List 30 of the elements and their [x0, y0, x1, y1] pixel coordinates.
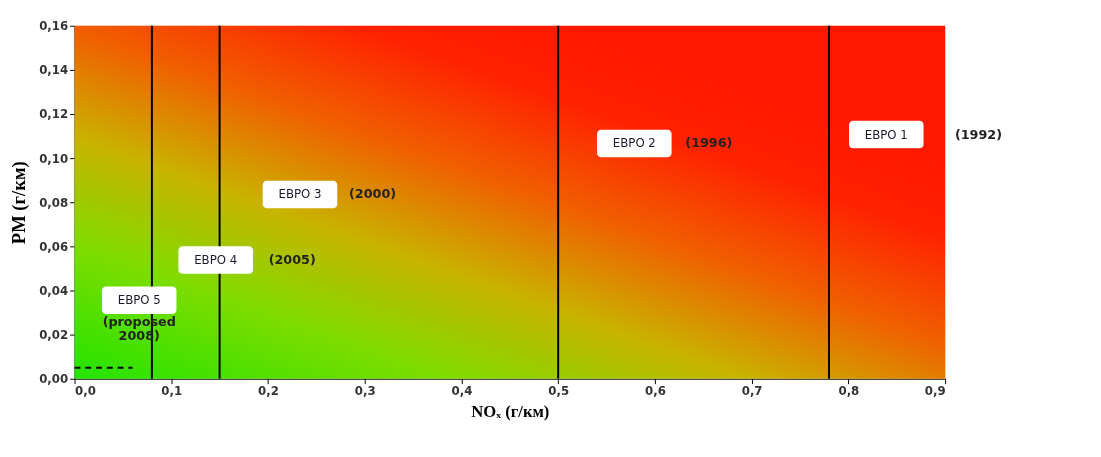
annotation: ЕВРО 5 [117, 293, 161, 308]
y-tick-label: 0,16 [39, 19, 69, 34]
x-tick-label: 0,3 [354, 383, 376, 398]
y-axis-title: PM (г/км) [8, 161, 31, 245]
annotation: (1996) [685, 135, 733, 151]
annotation: (2005) [268, 252, 316, 268]
y-tick-label: 0,08 [39, 195, 69, 210]
y-tick-label: 0,12 [39, 107, 69, 122]
x-tick-label: 0,7 [741, 383, 763, 398]
x-tick-label: 0,5 [548, 383, 570, 398]
annotation: ЕВРО 2 [612, 136, 656, 151]
x-tick-label: 0,8 [838, 383, 860, 398]
annotation: (2000) [349, 186, 397, 202]
annotation: ЕВРО 3 [278, 187, 322, 202]
y-tick-label: 0,02 [39, 328, 69, 343]
x-axis-title: NOₓ (г/км) [471, 402, 550, 422]
y-tick-label: 0,00 [39, 372, 69, 387]
x-tick-label: 0,0 [75, 383, 96, 398]
x-tick-label: 0,1 [161, 383, 183, 398]
x-tick-label: 0,4 [451, 383, 473, 398]
y-tick-label: 0,04 [39, 283, 69, 298]
annotation: ЕВРО 1 [864, 127, 908, 142]
y-tick-label: 0,10 [39, 151, 69, 166]
x-tick-label: 0,6 [644, 383, 666, 398]
x-tick-label: 0,2 [258, 383, 279, 398]
y-tick-label: 0,14 [39, 63, 69, 78]
annotation: ЕВРО 4 [194, 253, 238, 268]
x-tick-label: 0,9 [924, 383, 946, 398]
y-tick-label: 0,06 [39, 239, 69, 254]
text: (1992) [954, 126, 1003, 142]
